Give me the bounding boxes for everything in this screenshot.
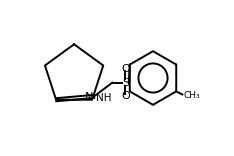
Text: O: O [121, 64, 130, 74]
Text: O: O [121, 91, 130, 101]
Text: CH₃: CH₃ [183, 91, 200, 100]
Text: NH: NH [96, 93, 112, 103]
Text: S: S [122, 78, 129, 88]
Text: N: N [85, 92, 94, 102]
